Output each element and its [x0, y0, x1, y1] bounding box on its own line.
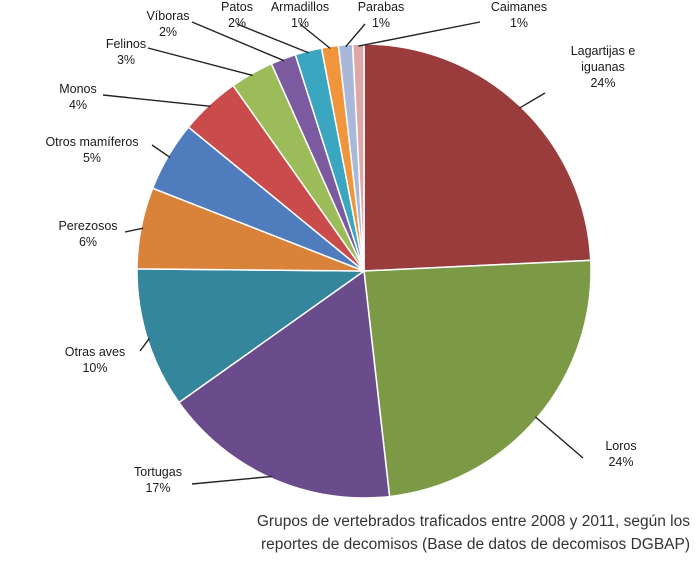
slice-label-5: Otros mamíferos 5% — [45, 135, 138, 165]
slice-label-9: Patos 2% — [221, 0, 253, 30]
slice-name: Tortugas — [134, 465, 182, 479]
slice-percent: 1% — [510, 16, 528, 30]
slice-label-6: Monos 4% — [59, 82, 97, 112]
caption-line-1: Grupos de vertebrados traficados entre 2… — [256, 513, 690, 530]
slice-label-0: Lagartijas e iguanas 24% — [571, 44, 636, 90]
leader-line-12 — [358, 21, 481, 47]
slice-name: Víboras — [146, 9, 189, 23]
slice-label-7: Felinos 3% — [106, 37, 146, 67]
caption-line-2: reportes de decomisos (Base de datos de … — [260, 536, 690, 553]
slice-percent: 1% — [372, 16, 390, 30]
slice-label-8: Víboras 2% — [146, 9, 189, 39]
slice-name: Armadillos — [271, 0, 329, 14]
slice-name: Perezosos — [58, 219, 117, 233]
leader-line-10 — [299, 23, 331, 50]
slice-label-11: Parabas 1% — [358, 0, 405, 30]
slice-percent: 6% — [79, 235, 97, 249]
slice-name: Felinos — [106, 37, 146, 51]
slice-name: Parabas — [358, 0, 405, 14]
slice-label-4: Perezosos 6% — [58, 219, 117, 249]
slice-percent: 10% — [82, 361, 107, 375]
leader-line-0 — [518, 92, 546, 109]
slice-name: Otros mamíferos — [45, 135, 138, 149]
pie-slice-1 — [363, 259, 592, 498]
leader-line-2 — [191, 475, 273, 485]
slice-label-3: Otras aves 10% — [65, 345, 125, 375]
slice-percent: 24% — [608, 455, 633, 469]
slice-name: Lagartijas e — [571, 44, 636, 58]
leader-line-11 — [345, 23, 366, 48]
slice-name: Otras aves — [65, 345, 125, 359]
pie-slice-2 — [177, 269, 391, 499]
pie-slice-3 — [136, 268, 367, 404]
slice-percent: 24% — [590, 76, 615, 90]
slice-percent: 2% — [228, 16, 246, 30]
slice-name: Caimanes — [491, 0, 547, 14]
slice-label-10: Armadillos 1% — [271, 0, 329, 30]
slice-name: Monos — [59, 82, 97, 96]
pie-slice-0 — [363, 43, 592, 272]
slice-percent: 1% — [291, 16, 309, 30]
leader-line-1 — [534, 416, 584, 459]
leader-line-4 — [124, 227, 144, 233]
slice-label-2: Tortugas 17% — [134, 465, 182, 495]
leader-line-6 — [102, 94, 211, 107]
slice-label-12: Caimanes 1% — [491, 0, 547, 30]
slice-label-1: Loros 24% — [605, 439, 636, 469]
chart-caption: Grupos de vertebrados traficados entre 2… — [190, 510, 690, 556]
slice-name: iguanas — [581, 60, 625, 74]
slice-percent: 3% — [117, 53, 135, 67]
pie-slice-12 — [351, 43, 365, 272]
leader-line-9 — [236, 23, 310, 54]
slice-percent: 5% — [83, 151, 101, 165]
leader-line-5 — [151, 144, 171, 158]
slice-percent: 2% — [159, 25, 177, 39]
leader-line-3 — [139, 337, 150, 352]
slice-name: Loros — [605, 439, 636, 453]
slice-name: Patos — [221, 0, 253, 14]
leader-line-8 — [191, 21, 285, 62]
slice-percent: 4% — [69, 98, 87, 112]
leader-line-7 — [147, 47, 253, 77]
slice-percent: 17% — [145, 481, 170, 495]
